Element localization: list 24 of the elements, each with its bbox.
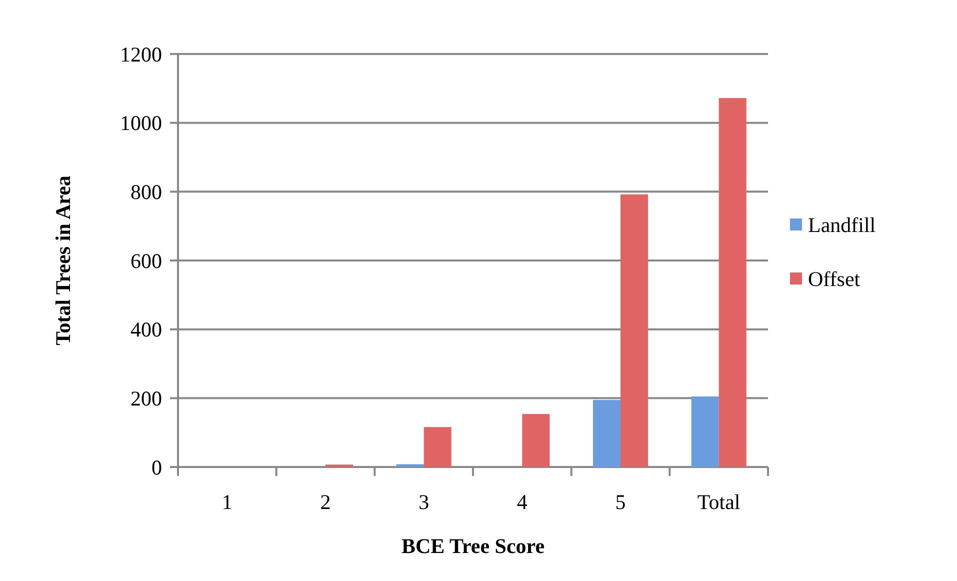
legend-label: Offset <box>808 266 860 291</box>
bar <box>424 427 452 467</box>
bar <box>592 400 620 467</box>
y-tick-label: 1200 <box>120 42 162 66</box>
legend-label: Landfill <box>808 212 876 237</box>
x-tick-label: Total <box>697 490 740 514</box>
bar <box>718 98 746 467</box>
x-tick-label: 5 <box>615 490 626 514</box>
x-tick-label: 4 <box>516 490 528 514</box>
y-tick-label: 0 <box>152 455 162 480</box>
bar <box>522 414 550 467</box>
bar <box>620 194 648 467</box>
x-tick-label: 3 <box>418 490 430 514</box>
y-tick-label: 1000 <box>120 111 162 136</box>
y-tick-label: 600 <box>130 248 162 273</box>
y-axis-title: Total Trees in Area <box>51 175 75 346</box>
x-tick-label: 1 <box>222 490 232 514</box>
x-tick-label: 2 <box>320 490 331 514</box>
x-axis-title: BCE Tree Score <box>401 534 545 558</box>
y-tick-label: 800 <box>130 180 162 204</box>
bar <box>691 396 719 467</box>
y-tick-label: 200 <box>130 386 162 411</box>
y-tick-label: 400 <box>130 318 162 342</box>
bar <box>396 464 424 467</box>
